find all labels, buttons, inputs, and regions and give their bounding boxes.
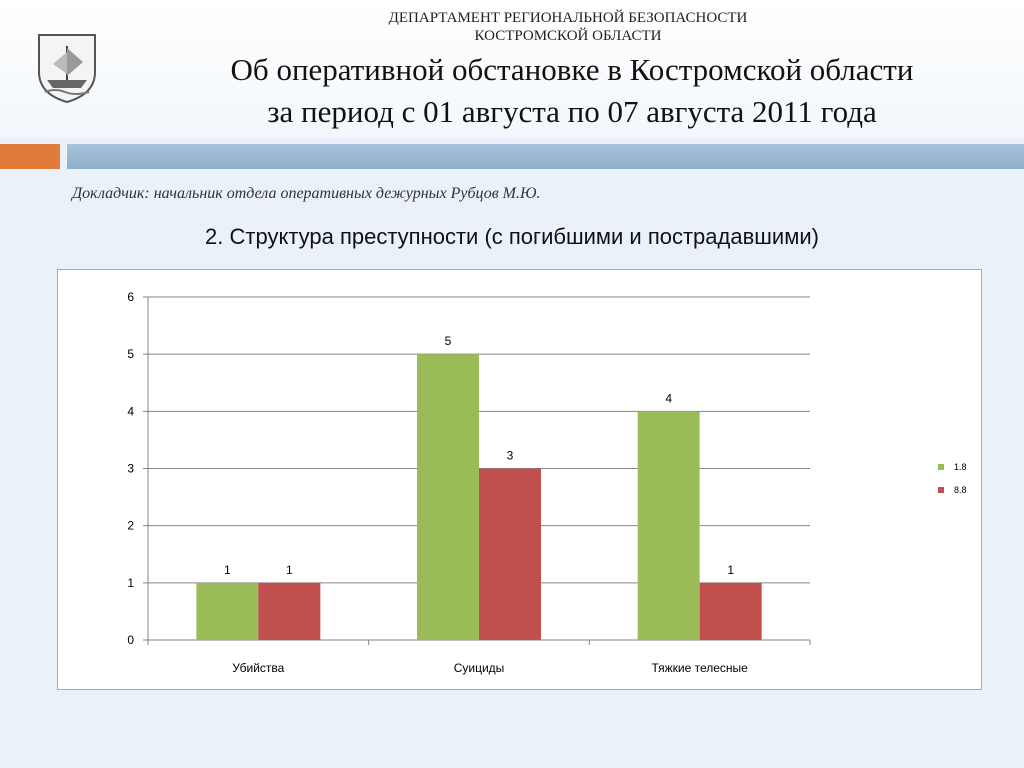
coat-of-arms-icon bbox=[38, 34, 96, 104]
bar-chart: 0 1 2 3 4 5 6 1 1 Убийства 5 3 Суициды 4 1 Тяжкие телес… bbox=[127, 290, 967, 675]
data-label: 4 bbox=[665, 391, 672, 405]
legend-label: 1.8 bbox=[954, 462, 967, 472]
bar bbox=[258, 582, 321, 640]
slide-header: ДЕПАРТАМЕНТ РЕГИОНАЛЬНОЙ БЕЗОПАСНОСТИ КО… bbox=[0, 0, 1024, 138]
accent-bar-blue bbox=[67, 144, 1024, 169]
bar bbox=[417, 354, 479, 640]
legend-swatch bbox=[938, 464, 944, 470]
data-label: 5 bbox=[445, 334, 452, 348]
department-line-2: КОСТРОМСКОЙ ОБЛАСТИ bbox=[474, 28, 662, 44]
y-tick-label: 1 bbox=[127, 576, 134, 590]
data-label: 1 bbox=[286, 563, 293, 577]
data-label: 1 bbox=[727, 563, 734, 577]
reporter-line: Докладчик: начальник отдела оперативных … bbox=[72, 185, 541, 202]
category-label: Убийства bbox=[232, 661, 284, 675]
y-tick-label: 3 bbox=[127, 462, 134, 476]
slide-title-line-1: Об оперативной обстановке в Костромской … bbox=[230, 52, 914, 87]
category-label: Суициды bbox=[454, 661, 505, 675]
category-label: Тяжкие телесные bbox=[651, 661, 748, 675]
y-tick-label: 6 bbox=[127, 290, 134, 304]
legend-label: 8.8 bbox=[954, 485, 967, 495]
y-tick-label: 0 bbox=[127, 633, 134, 647]
department-line-1: ДЕПАРТАМЕНТ РЕГИОНАЛЬНОЙ БЕЗОПАСНОСТИ bbox=[388, 10, 748, 26]
chart-container: 0 1 2 3 4 5 6 1 1 Убийства 5 3 Суициды 4 1 Тяжкие телес… bbox=[57, 269, 982, 690]
accent-bar-orange bbox=[0, 144, 60, 169]
y-tick-label: 4 bbox=[127, 404, 134, 418]
bar bbox=[479, 468, 541, 640]
data-label: 3 bbox=[507, 449, 514, 463]
y-tick-label: 2 bbox=[127, 519, 134, 533]
chart-heading: 2. Структура преступности (с погибшими и… bbox=[205, 224, 819, 249]
y-tick-label: 5 bbox=[127, 347, 134, 361]
bar bbox=[637, 411, 700, 640]
bar bbox=[699, 582, 762, 640]
data-label: 1 bbox=[224, 563, 231, 577]
bar bbox=[196, 582, 259, 640]
legend-swatch bbox=[938, 487, 944, 493]
slide-title-line-2: за период с 01 августа по 07 августа 201… bbox=[267, 94, 877, 129]
